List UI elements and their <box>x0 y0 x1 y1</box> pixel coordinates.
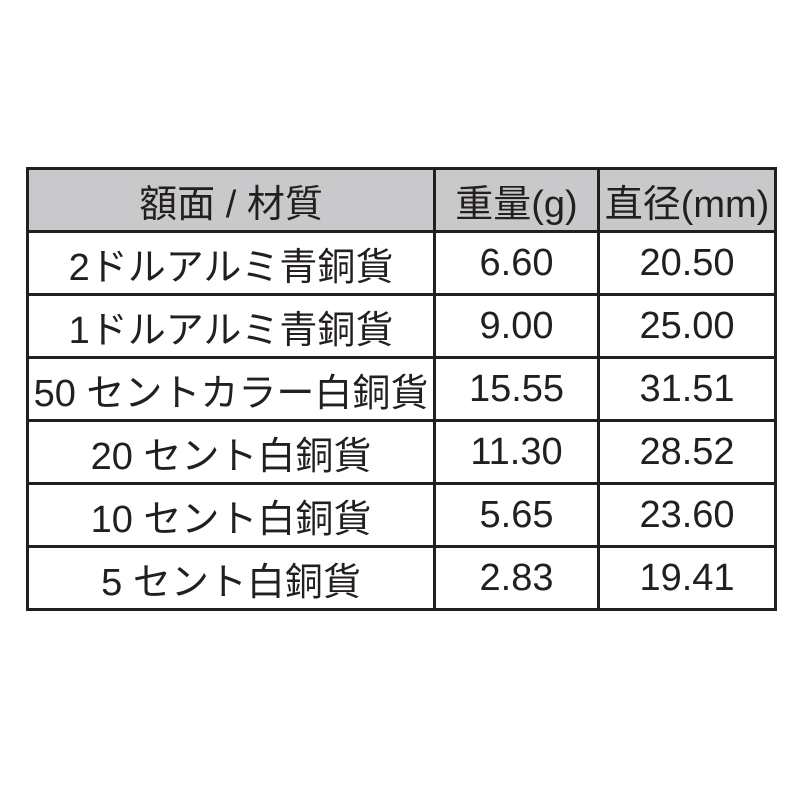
table-body: 2ドルアルミ青銅貨 6.60 20.50 1ドルアルミ青銅貨 9.00 25.00 50 セ… <box>26 230 777 611</box>
table-cell: 9.00 <box>433 293 600 359</box>
table-cell: 20 セント白銅貨 <box>26 419 436 485</box>
table-cell: 2.83 <box>433 545 600 611</box>
table-row: 5 セント白銅貨 2.83 19.41 <box>26 545 777 611</box>
table-cell: 11.30 <box>433 419 600 485</box>
table-row: 1ドルアルミ青銅貨 9.00 25.00 <box>26 293 777 359</box>
table-cell: 5.65 <box>433 482 600 548</box>
table-cell: 15.55 <box>433 356 600 422</box>
table-cell: 10 セント白銅貨 <box>26 482 436 548</box>
table-row: 10 セント白銅貨 5.65 23.60 <box>26 482 777 548</box>
table-header: 額面 / 材質 重量(g) 直径(mm) <box>26 167 777 233</box>
table-cell: 25.00 <box>597 293 777 359</box>
header-cell: 直径(mm) <box>597 167 777 233</box>
table-row: 2ドルアルミ青銅貨 6.60 20.50 <box>26 230 777 296</box>
coin-table: 額面 / 材質 重量(g) 直径(mm) 2ドルアルミ青銅貨 6.60 20.50 1ドル… <box>26 167 777 611</box>
table-cell: 19.41 <box>597 545 777 611</box>
table-row: 20 セント白銅貨 11.30 28.52 <box>26 419 777 485</box>
table-cell: 2ドルアルミ青銅貨 <box>26 230 436 296</box>
table-cell: 31.51 <box>597 356 777 422</box>
table-cell: 50 セントカラー白銅貨 <box>26 356 436 422</box>
header-cell: 重量(g) <box>433 167 600 233</box>
table-cell: 5 セント白銅貨 <box>26 545 436 611</box>
table-cell: 20.50 <box>597 230 777 296</box>
header-row: 額面 / 材質 重量(g) 直径(mm) <box>26 167 777 233</box>
table-row: 50 セントカラー白銅貨 15.55 31.51 <box>26 356 777 422</box>
table-cell: 23.60 <box>597 482 777 548</box>
table-cell: 6.60 <box>433 230 600 296</box>
table-cell: 1ドルアルミ青銅貨 <box>26 293 436 359</box>
header-cell: 額面 / 材質 <box>26 167 436 233</box>
table-cell: 28.52 <box>597 419 777 485</box>
